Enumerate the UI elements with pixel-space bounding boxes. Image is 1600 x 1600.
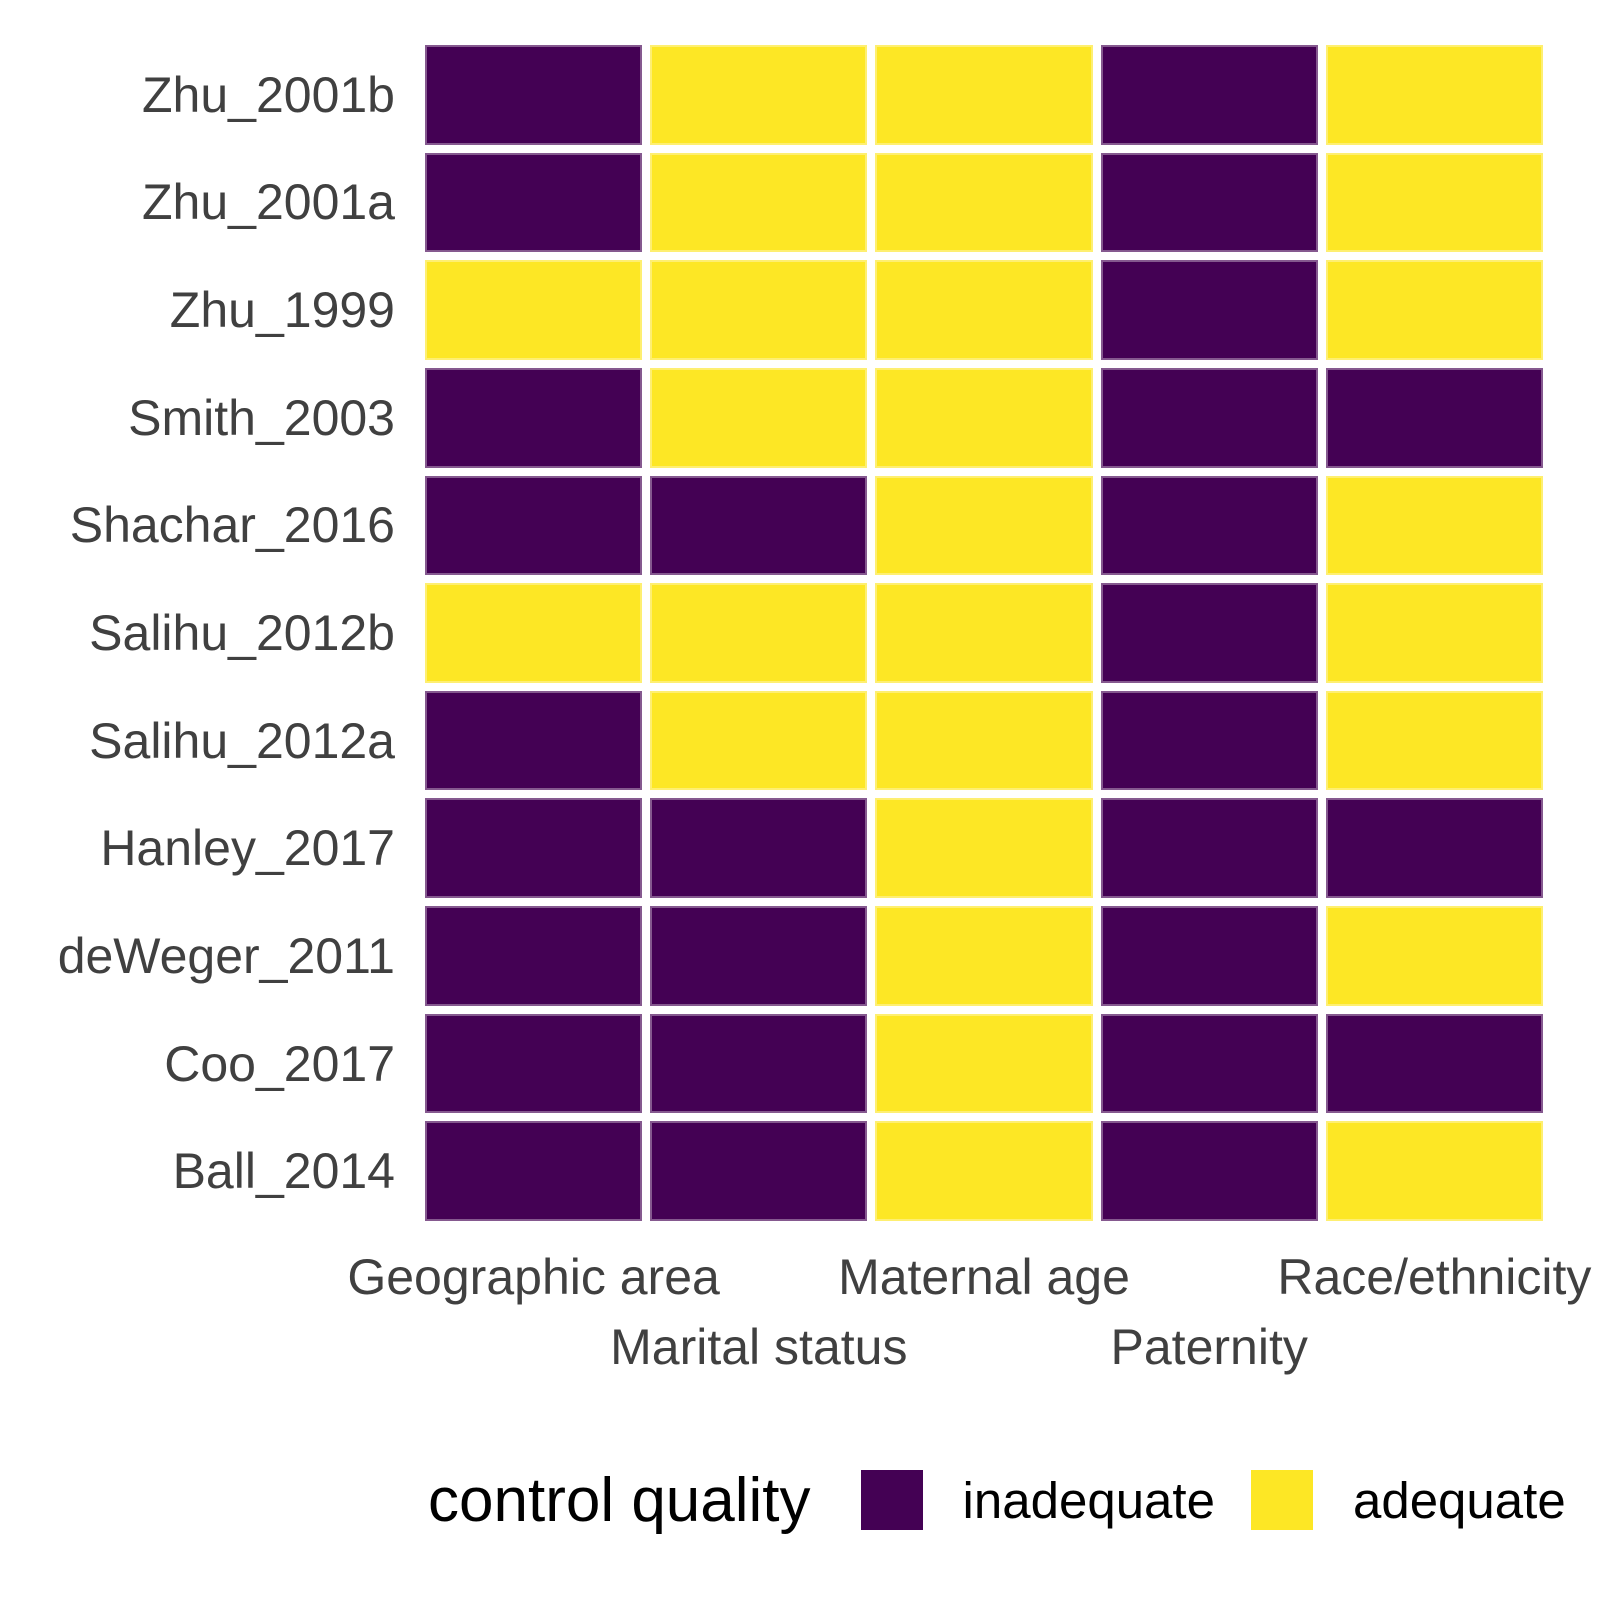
heatmap-tile [425,1121,643,1221]
y-axis-label: Shachar_2016 [69,497,395,554]
heatmap-plot-area [425,45,1543,1221]
heatmap-tile [1325,475,1543,576]
legend-label-inadequate: inadequate [962,1471,1215,1529]
heatmap-tile [1325,260,1543,360]
heatmap-tile [425,367,643,468]
legend-label-adequate: adequate [1352,1471,1566,1529]
heatmap-tile [425,152,643,253]
heatmap-tile [875,1121,1093,1221]
y-axis-label: Zhu_2001a [141,174,395,231]
heatmap-tile [1100,798,1318,899]
x-axis-label: Paternity [1110,1319,1308,1375]
heatmap-tile [875,45,1093,145]
heatmap-tile [425,798,643,899]
heatmap-tile [1100,367,1318,468]
legend: control quality inadequate adequate [428,1464,1566,1536]
heatmap-tile [650,152,868,253]
heatmap-tile [1325,690,1543,791]
heatmap-tile [425,45,643,145]
heatmap-tile [875,152,1093,253]
y-axis-label: Zhu_1999 [169,282,395,339]
y-axis-label: Zhu_2001b [141,66,395,123]
heatmap-tile [1100,1121,1318,1221]
heatmap-tile [875,260,1093,360]
heatmap-tile [875,798,1093,899]
heatmap-tile [1325,1013,1543,1114]
heatmap-tile [650,798,868,899]
heatmap-tile [1325,906,1543,1006]
heatmap-tile [1325,367,1543,468]
y-axis: Zhu_2001b Zhu_2001a Zhu_1999 Smith_2003 Shac… [0,45,395,1221]
heatmap-tile [875,690,1093,791]
heatmap-tile [875,583,1093,683]
heatmap-tile [425,1013,643,1114]
heatmap-tile [1325,1121,1543,1221]
heatmap-tile [650,475,868,576]
x-axis-label: Race/ethnicity [1277,1249,1592,1305]
heatmap-tile [425,260,643,360]
x-axis-label: Marital status [610,1319,908,1375]
heatmap-tile [875,475,1093,576]
legend-swatch-inadequate [860,1470,923,1530]
heatmap-tile [1100,260,1318,360]
heatmap-tile [425,906,643,1006]
heatmap-tile [650,1013,868,1114]
heatmap-tile [650,583,868,683]
heatmap-tile [650,906,868,1006]
heatmap-tile [1100,45,1318,145]
x-axis-label: Geographic area [347,1249,720,1305]
y-axis-label: Hanley_2017 [100,820,395,877]
x-axis-label: Maternal age [838,1249,1130,1305]
heatmap-tile [1100,690,1318,791]
heatmap-tile [1100,475,1318,576]
y-axis-label: Salihu_2012a [89,712,395,769]
heatmap-tile [425,583,643,683]
legend-swatch-adequate [1250,1470,1313,1530]
heatmap-tile [650,690,868,791]
heatmap-tile [425,475,643,576]
y-axis-label: Coo_2017 [164,1035,395,1092]
heatmap-tile [650,1121,868,1221]
heatmap-tile [875,906,1093,1006]
heatmap-tile [875,1013,1093,1114]
heatmap-tile [1325,583,1543,683]
heatmap-tile [650,45,868,145]
heatmap-tile [650,260,868,360]
heatmap-tile [1100,906,1318,1006]
heatmap-tile [425,690,643,791]
y-axis-label: Smith_2003 [128,389,395,446]
heatmap-tile [1100,583,1318,683]
heatmap-tile [1100,1013,1318,1114]
heatmap-tile [1325,798,1543,899]
y-axis-label: Salihu_2012b [89,604,395,661]
y-axis-label: Ball_2014 [172,1143,395,1200]
heatmap-tile [875,367,1093,468]
heatmap-tile [650,367,868,468]
heatmap-tile [1325,152,1543,253]
heatmap-tile [1325,45,1543,145]
y-axis-label: deWeger_2011 [57,927,395,984]
legend-title: control quality [428,1465,811,1535]
heatmap-tile [1100,152,1318,253]
